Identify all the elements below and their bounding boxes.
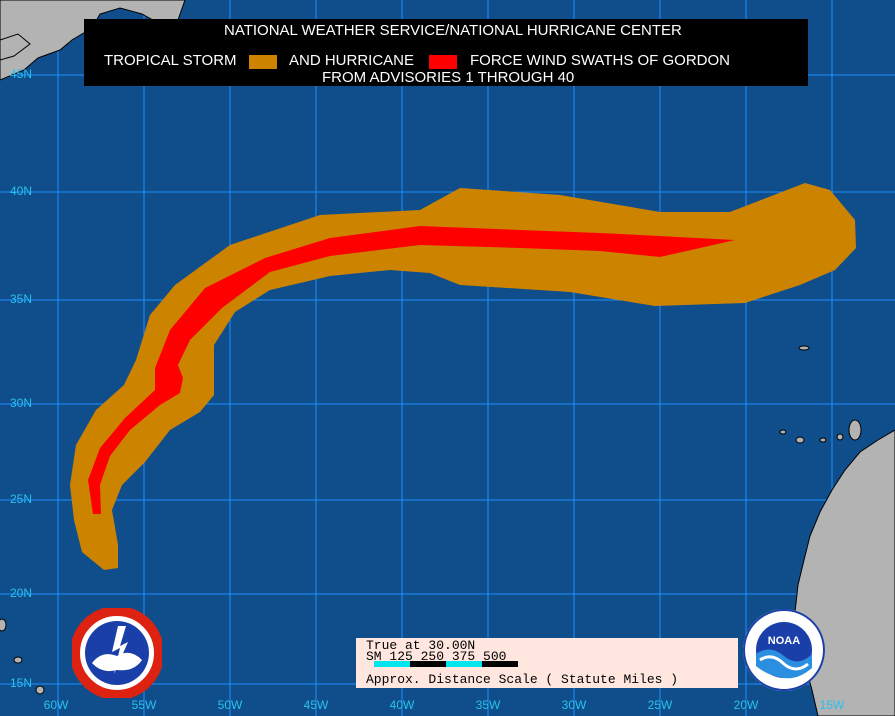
lat-label-35n: 35N [10,292,33,306]
lon-label-60w: 60W [43,698,69,712]
lon-label-35w: 35W [475,698,501,712]
lon-label-45w: 45W [303,698,329,712]
nws-logo-icon [72,608,162,698]
lat-label-20n: 20N [10,586,33,600]
title-agency: NATIONAL WEATHER SERVICE/NATIONAL HURRIC… [224,22,682,39]
scale-bar-segment-1 [374,661,410,667]
lat-label-30n: 30N [10,396,33,410]
land-nova-scotia [0,33,31,61]
scale-true-at: True at 30.00N [366,638,476,653]
scale-bar-segment-3 [446,661,482,667]
legend-and-hurricane-label: AND HURRICANE [289,52,415,69]
lon-label-50w: 50W [217,698,243,712]
lon-label-25w: 25W [647,698,673,712]
lon-label-40w: 40W [389,698,415,712]
scale-miles: SM 125 250 375 500 [366,649,507,664]
lat-label-15n: 15N [10,676,33,690]
lat-label-40n: 40N [10,184,33,198]
lon-label-15w: 15W [819,698,845,712]
legend-tropical-storm-label: TROPICAL STORM [104,52,237,69]
distance-scale-box: True at 30.00N SM 125 250 375 500 Approx… [356,638,738,688]
noaa-logo-text: NOAA [768,635,800,647]
legend-tropical-storm-swatch [249,55,277,69]
tropical-storm-swath [70,183,856,570]
lat-label-45n: 45N [10,67,33,81]
lon-label-20w: 20W [733,698,759,712]
legend-hurricane-swatch [429,55,457,69]
lat-label-25n: 25N [10,492,33,506]
lon-label-55w: 55W [131,698,157,712]
scale-bar-segment-4 [482,661,518,667]
legend-force-wind-label: FORCE WIND SWATHS OF GORDON [470,52,730,69]
scale-bar-segment-2 [410,661,446,667]
noaa-logo-icon: NOAA [743,609,825,691]
title-legend-box: NATIONAL WEATHER SERVICE/NATIONAL HURRIC… [84,19,808,86]
lon-label-30w: 30W [561,698,587,712]
scale-caption: Approx. Distance Scale ( Statute Miles ) [366,672,679,687]
title-advisories: FROM ADVISORIES 1 THROUGH 40 [322,69,575,86]
